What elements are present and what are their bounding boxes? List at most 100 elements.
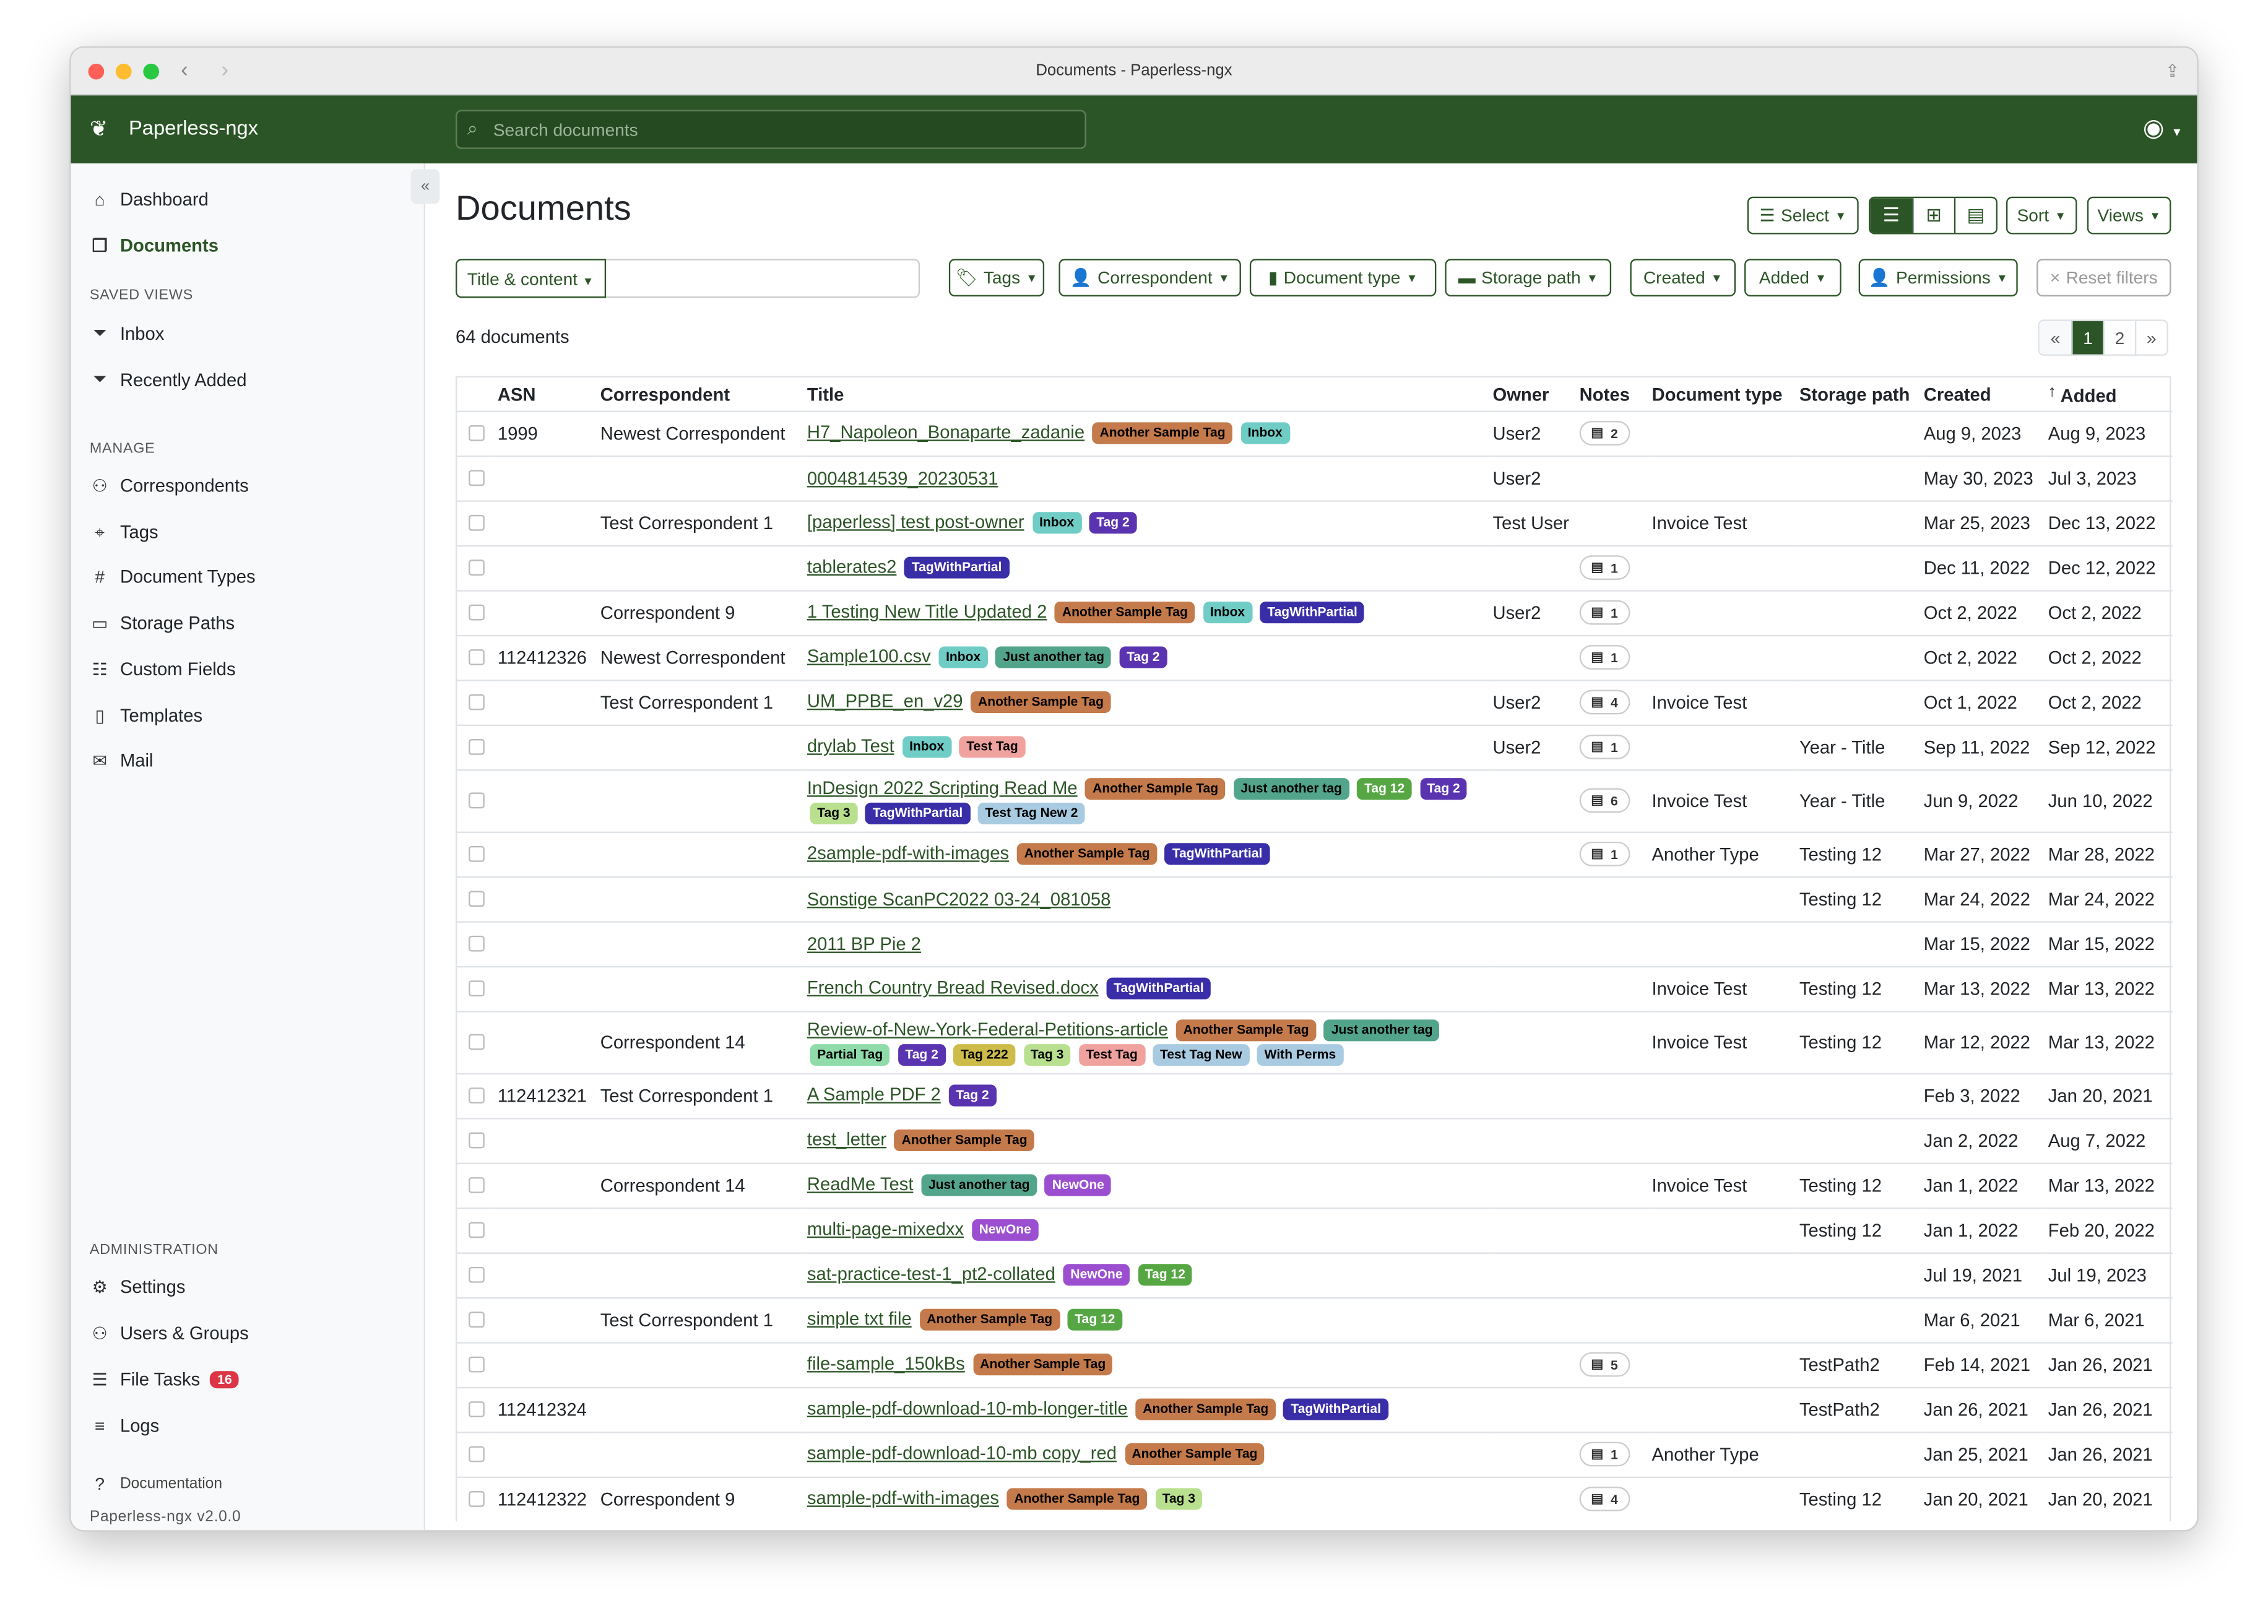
tag-badge[interactable]: Another Sample Tag [1085, 777, 1226, 800]
tag-badge[interactable]: Test Tag [1078, 1043, 1145, 1065]
col-notes[interactable]: Notes [1579, 384, 1630, 405]
row-checkbox[interactable] [469, 1401, 485, 1417]
sidebar-item-recently-added[interactable]: ⏷ Recently Added [90, 369, 247, 391]
maximize-window-button[interactable] [143, 63, 160, 80]
tag-badge[interactable]: Another Sample Tag [919, 1308, 1060, 1331]
row-checkbox[interactable] [469, 1222, 485, 1238]
row-checkbox[interactable] [469, 792, 485, 809]
tag-badge[interactable]: Just another tag [1324, 1019, 1440, 1041]
page-next[interactable]: » [2134, 321, 2166, 355]
table-view-icon[interactable]: ☰ [1870, 198, 1913, 233]
tag-badge[interactable]: Tag 2 [1419, 777, 1468, 800]
document-title-link[interactable]: sat-practice-test-1_pt2-collated [807, 1264, 1055, 1284]
notes-badge[interactable]: ▤ 6 [1579, 788, 1630, 813]
table-row[interactable]: sample-pdf-download-10-mb copy_red Anoth… [457, 1431, 2173, 1477]
notes-badge[interactable]: ▤ 1 [1579, 600, 1630, 625]
tag-badge[interactable]: Tag 12 [1138, 1264, 1193, 1286]
row-checkbox[interactable] [469, 1491, 485, 1508]
small-cards-view-icon[interactable]: ⊞ [1912, 198, 1954, 233]
storage-path-filter[interactable]: ▬ Storage path ▼ [1445, 259, 1612, 297]
document-type-filter[interactable]: ▮ Document type ▼ [1249, 259, 1437, 297]
tag-badge[interactable]: Another Sample Tag [894, 1129, 1035, 1152]
tag-badge[interactable]: Another Sample Tag [1124, 1443, 1265, 1466]
tag-badge[interactable]: Tag 222 [953, 1043, 1016, 1065]
notes-badge[interactable]: ▤ 1 [1579, 1441, 1630, 1467]
tag-badge[interactable]: Another Sample Tag [1135, 1398, 1276, 1420]
notes-badge[interactable]: ▤ 4 [1579, 1487, 1630, 1512]
table-row[interactable]: sat-practice-test-1_pt2-collated NewOne … [457, 1251, 2173, 1298]
document-title-link[interactable]: drylab Test [807, 736, 894, 757]
user-menu-icon[interactable]: ◉ ▼ [2142, 114, 2183, 142]
table-row[interactable]: Correspondent 14 Review-of-New-York-Feder… [457, 1010, 2173, 1073]
sidebar-item-documents[interactable]: ❐ Documents [90, 236, 219, 256]
tag-badge[interactable]: Test Tag New 2 [977, 801, 1086, 824]
tag-badge[interactable]: Tag 2 [1119, 646, 1167, 668]
sidebar-item-custom-fields[interactable]: ☷ Custom Fields [90, 659, 236, 680]
views-button[interactable]: Views ▼ [2087, 196, 2171, 235]
document-title-link[interactable]: 0004814539_20230531 [807, 467, 998, 488]
tag-badge[interactable]: Tag 2 [898, 1043, 946, 1065]
row-checkbox[interactable] [469, 514, 485, 531]
notes-badge[interactable]: ▤ 1 [1579, 645, 1630, 670]
row-checkbox[interactable] [469, 1356, 485, 1373]
tag-badge[interactable]: Tag 2 [948, 1084, 997, 1107]
sidebar-item-logs[interactable]: ≡ Logs [90, 1416, 159, 1436]
row-checkbox[interactable] [469, 1132, 485, 1149]
table-row[interactable]: multi-page-mixedxx NewOne Testing 12 Jan 1… [457, 1206, 2173, 1253]
row-checkbox[interactable] [469, 1446, 485, 1462]
table-row[interactable]: 112412322 Correspondent 9 sample-pdf-with-… [457, 1475, 2173, 1522]
tag-badge[interactable]: Inbox [902, 736, 951, 758]
correspondent-filter[interactable]: 👤 Correspondent ▼ [1058, 259, 1241, 297]
forward-icon[interactable]: › [221, 58, 229, 83]
document-title-link[interactable]: sample-pdf-with-images [807, 1488, 999, 1509]
tag-badge[interactable]: Inbox [938, 646, 988, 668]
document-title-link[interactable]: test_letter [807, 1129, 887, 1150]
table-row[interactable]: test_letter Another Sample Tag Jan 2, 202… [457, 1117, 2173, 1163]
col-document-type[interactable]: Document type [1651, 384, 1783, 405]
table-row[interactable]: tablerates2 TagWithPartial ▤ 1 Dec 11, 2022… [457, 544, 2173, 590]
tag-badge[interactable]: TagWithPartial [1260, 602, 1365, 624]
col-added[interactable]: ↑ Added [2045, 378, 2173, 411]
brand-name[interactable]: Paperless-ngx [128, 115, 259, 139]
table-row[interactable]: 2011 BP Pie 2 Mar 15, 2022 Mar 15, 2022 [457, 920, 2173, 966]
sidebar-item-inbox[interactable]: ⏷ Inbox [90, 322, 164, 344]
document-title-link[interactable]: French Country Bread Revised.docx [807, 977, 1099, 998]
tag-badge[interactable]: Just another tag [921, 1174, 1037, 1196]
tag-badge[interactable]: Just another tag [1233, 777, 1349, 800]
row-checkbox[interactable] [469, 845, 485, 862]
back-icon[interactable]: ‹ [181, 58, 188, 83]
tag-badge[interactable]: Tag 12 [1067, 1308, 1123, 1331]
tag-badge[interactable]: Just another tag [995, 646, 1112, 668]
notes-badge[interactable]: ▤ 1 [1579, 841, 1630, 866]
document-title-link[interactable]: tablerates2 [807, 556, 897, 577]
table-row[interactable]: Test Correspondent 1 [paperless] test pos… [457, 499, 2173, 545]
row-checkbox[interactable] [469, 559, 485, 576]
document-title-link[interactable]: multi-page-mixedxx [807, 1219, 964, 1240]
sidebar-item-correspondents[interactable]: ⚇ Correspondents [90, 476, 249, 496]
search-input[interactable]: ⌕ Search documents [456, 110, 1086, 149]
col-created[interactable]: Created [1923, 384, 1991, 405]
sidebar-item-users-groups[interactable]: ⚇ Users & Groups [90, 1323, 249, 1344]
tags-filter[interactable]: 🏷 Tags ▼ [948, 259, 1045, 297]
row-checkbox[interactable] [469, 1266, 485, 1283]
row-checkbox[interactable] [469, 980, 485, 996]
row-checkbox[interactable] [469, 1177, 485, 1193]
tag-badge[interactable]: Another Sample Tag [1055, 602, 1195, 624]
table-row[interactable]: Test Correspondent 1 simple txt file Anot… [457, 1296, 2173, 1342]
sort-button[interactable]: Sort ▼ [2006, 196, 2077, 235]
tag-badge[interactable]: Tag 3 [1023, 1043, 1071, 1065]
tag-badge[interactable]: Tag 12 [1357, 777, 1412, 800]
table-row[interactable]: 112412324 sample-pdf-download-10-mb-longe… [457, 1386, 2173, 1432]
tag-badge[interactable]: Inbox [1240, 422, 1290, 444]
sidebar-item-file-tasks[interactable]: ☰ File Tasks 16 [90, 1370, 240, 1390]
document-title-link[interactable]: Sonstige ScanPC2022 03-24_081058 [807, 888, 1111, 909]
tag-badge[interactable]: NewOne [971, 1219, 1039, 1241]
sidebar-item-storage-paths[interactable]: ▭ Storage Paths [90, 613, 235, 634]
document-title-link[interactable]: 1 Testing New Title Updated 2 [807, 602, 1047, 622]
table-row[interactable]: Correspondent 14 ReadMe Test Just another… [457, 1162, 2173, 1208]
document-title-link[interactable]: simple txt file [807, 1308, 912, 1329]
share-icon[interactable]: ⇪ [2165, 61, 2180, 81]
document-title-link[interactable]: 2011 BP Pie 2 [807, 933, 921, 954]
table-row[interactable]: Test Correspondent 1 UM_PPBE_en_v29 Anoth… [457, 679, 2173, 725]
